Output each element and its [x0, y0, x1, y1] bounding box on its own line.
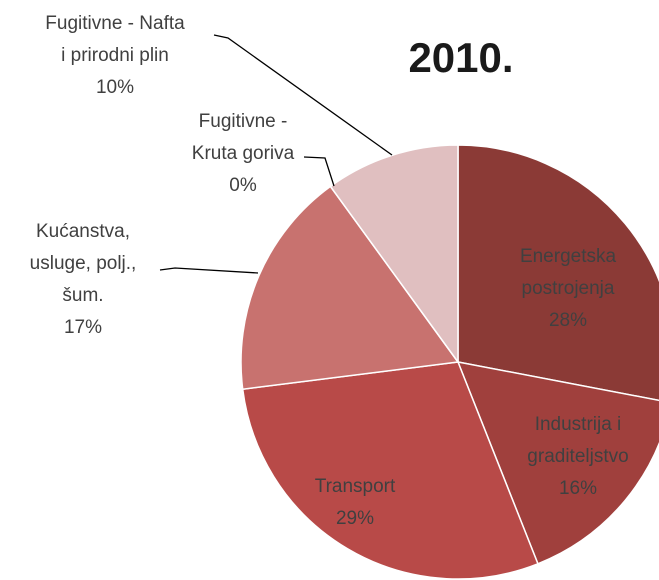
- value-label: 0%: [229, 175, 257, 196]
- value-label: 29%: [335, 508, 375, 529]
- chart-title: 2010.: [408, 34, 514, 81]
- value-label: 28%: [548, 310, 588, 331]
- category-label: Transport: [314, 476, 396, 497]
- pie-slice: [457, 144, 659, 402]
- slice-label: Transport 29%: [299, 471, 411, 535]
- value-label: 17%: [63, 317, 103, 338]
- leader-line: [303, 156, 335, 187]
- category-label: Kućanstva, usluge, polj., šum.: [29, 221, 137, 306]
- pie-slice: [241, 361, 539, 580]
- leader-line: [159, 267, 259, 274]
- slice-label: Kućanstva, usluge, polj., šum. 17%: [24, 216, 142, 344]
- category-label: Fugitivne - Nafta i prirodni plin: [45, 13, 185, 66]
- pie-slice: [240, 185, 460, 391]
- value-label: 16%: [558, 478, 598, 499]
- slice-label: Energetska postrojenja 28%: [512, 241, 624, 337]
- value-label: 10%: [95, 77, 135, 98]
- slice-label: Industrija i graditeljstvo 16%: [522, 409, 634, 505]
- slice-label: Fugitivne - Nafta i prirodni plin 10%: [41, 8, 189, 104]
- pie-slice: [329, 144, 459, 365]
- category-label: Fugitivne - Kruta goriva: [191, 111, 295, 164]
- category-label: Industrija i graditeljstvo: [527, 414, 629, 467]
- category-label: Energetska postrojenja: [519, 246, 617, 299]
- leader-line: [213, 34, 393, 156]
- pie-slice: [456, 361, 659, 565]
- slice-label: Fugitivne - Kruta goriva 0%: [187, 106, 299, 202]
